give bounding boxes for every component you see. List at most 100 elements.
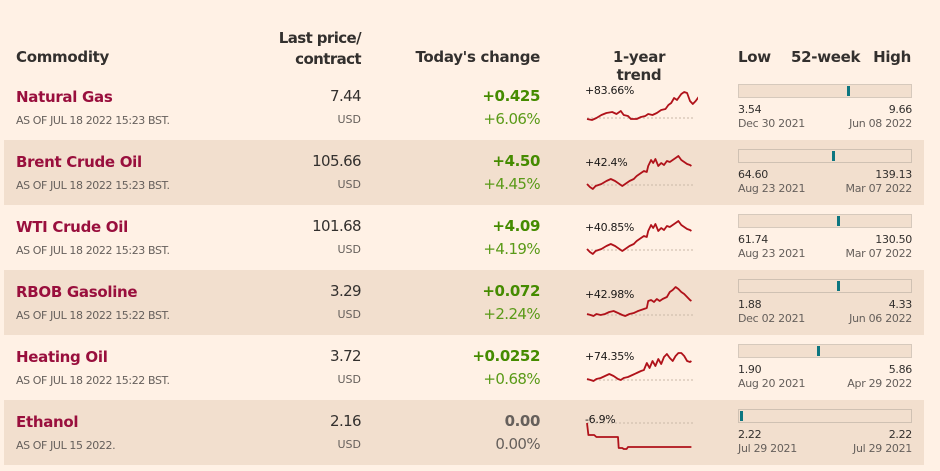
header-last-price-line1: Last price/ xyxy=(278,29,362,47)
commodity-name-link[interactable]: RBOB Gasoline xyxy=(16,283,138,301)
52-week-range-bar xyxy=(738,214,912,228)
52-week-range-bar xyxy=(738,279,912,293)
52-week-high-value: 130.50 xyxy=(875,233,912,246)
as-of-timestamp: AS OF JUL 18 2022 15:23 BST. xyxy=(16,114,170,127)
52-week-high-date: Jun 06 2022 xyxy=(849,312,912,325)
last-price: 2.16 xyxy=(330,412,362,430)
52-week-high-value: 9.66 xyxy=(888,103,913,116)
as-of-timestamp: AS OF JUL 18 2022 15:22 BST. xyxy=(16,309,170,322)
table-row: Heating Oil AS OF JUL 18 2022 15:22 BST.… xyxy=(4,335,924,400)
commodity-name-link[interactable]: Natural Gas xyxy=(16,88,113,106)
change-percent: +0.68% xyxy=(483,370,540,388)
change-percent: 0.00% xyxy=(495,435,540,453)
change-percent: +4.19% xyxy=(483,240,540,258)
52-week-range-bar xyxy=(738,409,912,423)
sparkline-chart xyxy=(586,155,694,190)
currency: USD xyxy=(337,243,361,256)
sparkline-chart xyxy=(586,286,694,317)
last-price: 3.72 xyxy=(330,347,362,365)
52-week-low-date: Jul 29 2021 xyxy=(738,442,797,455)
52-week-high-date: Apr 29 2022 xyxy=(847,377,912,390)
header-last-price-line2: contract xyxy=(295,50,361,68)
52-week-high-value: 2.22 xyxy=(888,428,913,441)
as-of-timestamp: AS OF JUL 18 2022 15:23 BST. xyxy=(16,179,170,192)
table-row: Natural Gas AS OF JUL 18 2022 15:23 BST.… xyxy=(4,75,924,140)
current-price-marker xyxy=(836,281,840,291)
currency: USD xyxy=(337,178,361,191)
current-price-marker xyxy=(847,86,851,96)
trend-percent-label: +42.98% xyxy=(585,288,635,301)
table-row: Brent Crude Oil AS OF JUL 18 2022 15:23 … xyxy=(4,140,924,205)
52-week-range-bar xyxy=(738,149,912,163)
52-week-low-value: 3.54 xyxy=(738,103,762,116)
currency: USD xyxy=(337,308,361,321)
current-price-marker xyxy=(740,411,743,421)
52-week-low-value: 1.90 xyxy=(738,363,762,376)
current-price-marker xyxy=(816,346,820,356)
52-week-high-date: Jul 29 2021 xyxy=(853,442,912,455)
last-price: 3.29 xyxy=(330,282,362,300)
52-week-range-bar xyxy=(738,344,912,358)
header-commodity: Commodity xyxy=(16,48,110,66)
commodity-name-link[interactable]: Heating Oil xyxy=(16,348,108,366)
52-week-high-value: 139.13 xyxy=(875,168,912,181)
commodity-name-link[interactable]: WTI Crude Oil xyxy=(16,218,128,236)
52-week-high-date: Mar 07 2022 xyxy=(845,182,913,195)
header-high: High xyxy=(873,48,911,66)
header-todays-change: Today's change xyxy=(415,48,540,66)
as-of-timestamp: AS OF JUL 15 2022. xyxy=(16,439,116,452)
change-value: +4.50 xyxy=(492,152,540,170)
table-row: RBOB Gasoline AS OF JUL 18 2022 15:22 BS… xyxy=(4,270,924,335)
52-week-low-value: 1.88 xyxy=(738,298,762,311)
52-week-low-date: Dec 30 2021 xyxy=(738,117,805,130)
table-row: WTI Crude Oil AS OF JUL 18 2022 15:23 BS… xyxy=(4,205,924,270)
header-low: Low xyxy=(738,48,771,66)
sparkline-chart xyxy=(586,352,694,382)
52-week-range-bar xyxy=(738,84,912,98)
change-value: +0.072 xyxy=(482,282,540,300)
sparkline-chart xyxy=(586,422,694,450)
currency: USD xyxy=(337,373,361,386)
52-week-low-value: 61.74 xyxy=(738,233,768,246)
sparkline-chart xyxy=(586,220,694,255)
change-percent: +2.24% xyxy=(483,305,540,323)
52-week-low-date: Aug 20 2021 xyxy=(738,377,806,390)
header-last-price: Last price/ contract xyxy=(278,28,362,70)
as-of-timestamp: AS OF JUL 18 2022 15:22 BST. xyxy=(16,374,170,387)
current-price-marker xyxy=(837,216,841,226)
header-1-year-trend: 1-year trend xyxy=(612,48,666,84)
52-week-low-date: Aug 23 2021 xyxy=(738,182,806,195)
52-week-low-value: 2.22 xyxy=(738,428,762,441)
trend-percent-label: -6.9% xyxy=(585,413,616,426)
currency: USD xyxy=(337,438,361,451)
currency: USD xyxy=(337,113,361,126)
current-price-marker xyxy=(832,151,836,161)
change-percent: +4.45% xyxy=(483,175,540,193)
52-week-high-date: Mar 07 2022 xyxy=(845,247,913,260)
commodity-name-link[interactable]: Brent Crude Oil xyxy=(16,153,142,171)
52-week-high-date: Jun 08 2022 xyxy=(849,117,912,130)
52-week-low-value: 64.60 xyxy=(738,168,768,181)
header-52-week: 52-week xyxy=(791,48,861,66)
52-week-high-value: 4.33 xyxy=(888,298,913,311)
change-value: 0.00 xyxy=(504,412,541,430)
last-price: 105.66 xyxy=(312,152,361,170)
52-week-high-value: 5.86 xyxy=(888,363,913,376)
table-row: Ethanol AS OF JUL 15 2022. 2.16 USD 0.00… xyxy=(4,400,924,465)
last-price: 7.44 xyxy=(330,87,362,105)
change-percent: +6.06% xyxy=(483,110,540,128)
last-price: 101.68 xyxy=(312,217,361,235)
change-value: +0.425 xyxy=(482,87,540,105)
change-value: +0.0252 xyxy=(472,347,540,365)
commodity-name-link[interactable]: Ethanol xyxy=(16,413,79,431)
52-week-low-date: Dec 02 2021 xyxy=(738,312,805,325)
sparkline-chart xyxy=(586,91,698,121)
trend-percent-label: +40.85% xyxy=(585,221,635,234)
52-week-low-date: Aug 23 2021 xyxy=(738,247,806,260)
trend-percent-label: +74.35% xyxy=(585,350,635,363)
trend-percent-label: +42.4% xyxy=(585,156,628,169)
as-of-timestamp: AS OF JUL 18 2022 15:23 BST. xyxy=(16,244,170,257)
change-value: +4.09 xyxy=(492,217,540,235)
trend-percent-label: +83.66% xyxy=(585,84,635,97)
